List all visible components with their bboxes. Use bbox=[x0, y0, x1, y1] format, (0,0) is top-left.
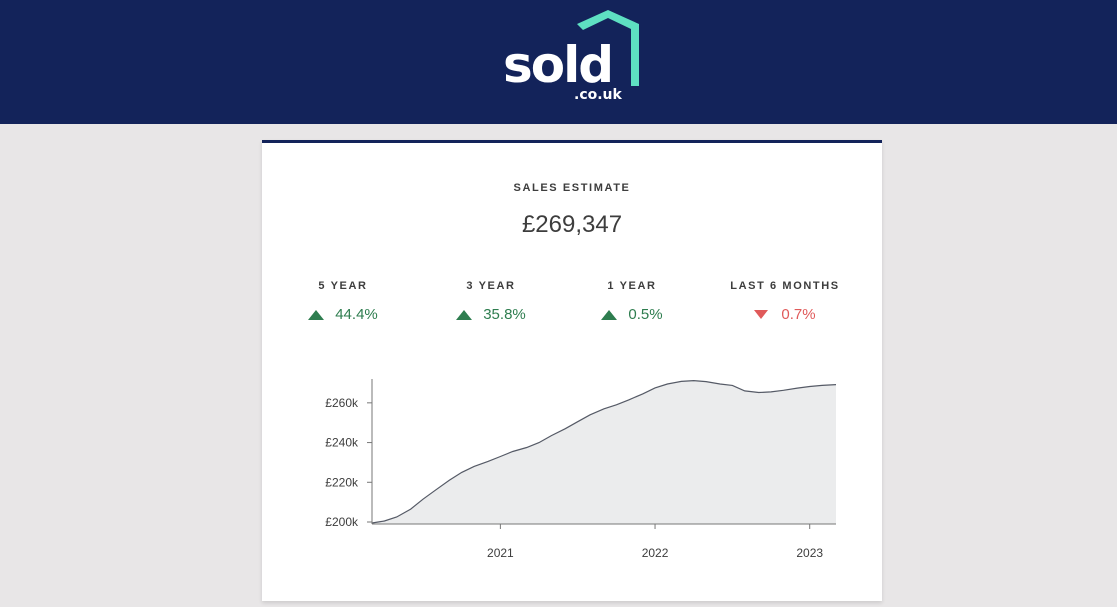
stat-label: 5 YEAR bbox=[318, 280, 368, 292]
arrow-down-icon bbox=[754, 310, 769, 319]
arrow-up-icon bbox=[308, 309, 325, 320]
price-area bbox=[372, 380, 836, 524]
y-tick-label: £220k bbox=[325, 475, 359, 489]
stat-3-year: 3 YEAR 35.8% bbox=[416, 280, 566, 323]
logo-wordmark: sold bbox=[503, 36, 614, 94]
stat-label: 1 YEAR bbox=[607, 280, 657, 292]
stat-value: 0.7% bbox=[781, 306, 816, 323]
stat-last-6-months: LAST 6 MONTHS 0.7% bbox=[710, 280, 860, 323]
x-tick-label: 2023 bbox=[796, 546, 823, 560]
site-header: sold .co.uk bbox=[0, 0, 1117, 124]
sales-estimate-value: £269,347 bbox=[521, 211, 623, 238]
y-tick-label: £260k bbox=[325, 396, 359, 410]
logo-domain: .co.uk bbox=[574, 87, 622, 103]
stat-value: 35.8% bbox=[483, 306, 526, 323]
arrow-up-icon bbox=[601, 309, 618, 320]
y-tick-label: £200k bbox=[325, 515, 359, 529]
stat-label: 3 YEAR bbox=[466, 280, 516, 292]
stat-value: 44.4% bbox=[335, 306, 378, 323]
stat-label: LAST 6 MONTHS bbox=[730, 280, 840, 292]
house-roof-icon bbox=[577, 10, 639, 86]
sold-logo[interactable]: sold .co.uk bbox=[503, 10, 643, 105]
stat-5-year: 5 YEAR 44.4% bbox=[268, 280, 418, 323]
price-line bbox=[371, 379, 837, 524]
price-history-chart: £200k £220k £240k £260k 2021 2022 2023 bbox=[325, 379, 837, 560]
sales-estimate-card: SALES ESTIMATE £269,347 5 YEAR 44.4% 3 Y… bbox=[262, 140, 882, 601]
stat-value: 0.5% bbox=[628, 306, 663, 323]
x-tick-label: 2022 bbox=[642, 546, 669, 560]
arrow-up-icon bbox=[456, 309, 473, 320]
sales-estimate-label: SALES ESTIMATE bbox=[513, 182, 631, 194]
y-tick-label: £240k bbox=[325, 436, 359, 450]
x-tick-label: 2021 bbox=[487, 546, 514, 560]
stat-1-year: 1 YEAR 0.5% bbox=[557, 280, 707, 323]
